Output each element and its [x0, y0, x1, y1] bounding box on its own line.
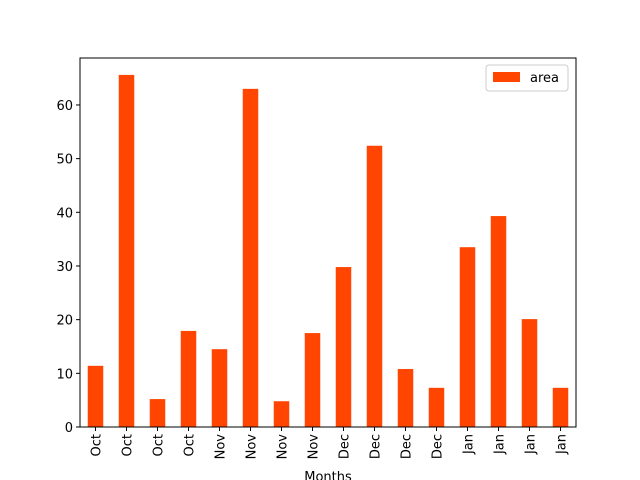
x-tick-label: Dec: [431, 434, 446, 459]
bar: [490, 216, 507, 427]
x-tick-label: Oct: [152, 434, 167, 456]
y-tick-label: 30: [56, 260, 73, 275]
bar: [304, 333, 321, 427]
y-tick-label: 50: [56, 153, 73, 168]
bar: [521, 319, 538, 427]
bar: [118, 74, 135, 427]
x-tick-label: Jan: [555, 434, 570, 455]
legend-swatch: [493, 72, 520, 82]
bar: [242, 88, 259, 427]
bar: [211, 349, 228, 427]
x-tick-label: Nov: [245, 434, 260, 460]
axes-frame: [79, 57, 577, 428]
bar: [397, 369, 414, 427]
bar: [273, 401, 290, 427]
bar: [552, 387, 569, 427]
bar: [366, 145, 383, 427]
y-tick-label: 40: [56, 206, 73, 221]
bar: [180, 330, 197, 427]
x-tick-label: Nov: [214, 434, 229, 460]
x-tick-label: Oct: [90, 434, 105, 456]
y-tick-label: 20: [56, 314, 73, 329]
legend-label: area: [530, 71, 559, 86]
x-tick-label: Jan: [462, 434, 477, 455]
bar: [428, 387, 445, 427]
x-tick-label: Dec: [369, 434, 384, 459]
x-tick-label: Nov: [307, 434, 322, 460]
bar: [87, 365, 104, 427]
x-tick-label: Dec: [338, 434, 353, 459]
bar: [335, 267, 352, 427]
y-tick-label: 60: [56, 99, 73, 114]
x-tick-label: Dec: [400, 434, 415, 459]
x-axis-label: Months: [304, 470, 352, 480]
x-tick-label: Oct: [183, 434, 198, 456]
bar: [149, 399, 166, 427]
x-tick-label: Jan: [493, 434, 508, 455]
bar: [459, 247, 476, 427]
y-tick-label: 0: [65, 421, 73, 436]
x-tick-label: Oct: [121, 434, 136, 456]
y-tick-label: 10: [56, 367, 73, 382]
x-tick-label: Nov: [276, 434, 291, 460]
x-tick-label: Jan: [524, 434, 539, 455]
legend-box: [485, 64, 569, 92]
